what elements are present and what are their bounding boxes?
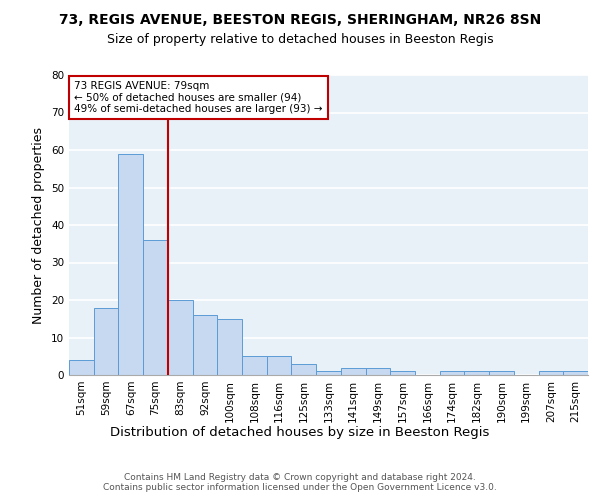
Text: Size of property relative to detached houses in Beeston Regis: Size of property relative to detached ho… <box>107 32 493 46</box>
Bar <box>489 371 514 375</box>
Bar <box>267 356 292 375</box>
Text: 73, REGIS AVENUE, BEESTON REGIS, SHERINGHAM, NR26 8SN: 73, REGIS AVENUE, BEESTON REGIS, SHERING… <box>59 12 541 26</box>
Bar <box>563 371 588 375</box>
Bar <box>118 154 143 375</box>
Bar <box>316 371 341 375</box>
Bar <box>365 368 390 375</box>
Bar <box>242 356 267 375</box>
Y-axis label: Number of detached properties: Number of detached properties <box>32 126 46 324</box>
Bar <box>69 360 94 375</box>
Bar <box>143 240 168 375</box>
Bar <box>440 371 464 375</box>
Bar <box>168 300 193 375</box>
Bar <box>539 371 563 375</box>
Text: Contains HM Land Registry data © Crown copyright and database right 2024.
Contai: Contains HM Land Registry data © Crown c… <box>103 473 497 492</box>
Bar <box>217 319 242 375</box>
Bar <box>292 364 316 375</box>
Bar <box>390 371 415 375</box>
Bar <box>464 371 489 375</box>
Bar <box>94 308 118 375</box>
Bar <box>193 315 217 375</box>
Text: 73 REGIS AVENUE: 79sqm
← 50% of detached houses are smaller (94)
49% of semi-det: 73 REGIS AVENUE: 79sqm ← 50% of detached… <box>74 81 323 114</box>
Bar <box>341 368 365 375</box>
Text: Distribution of detached houses by size in Beeston Regis: Distribution of detached houses by size … <box>110 426 490 439</box>
